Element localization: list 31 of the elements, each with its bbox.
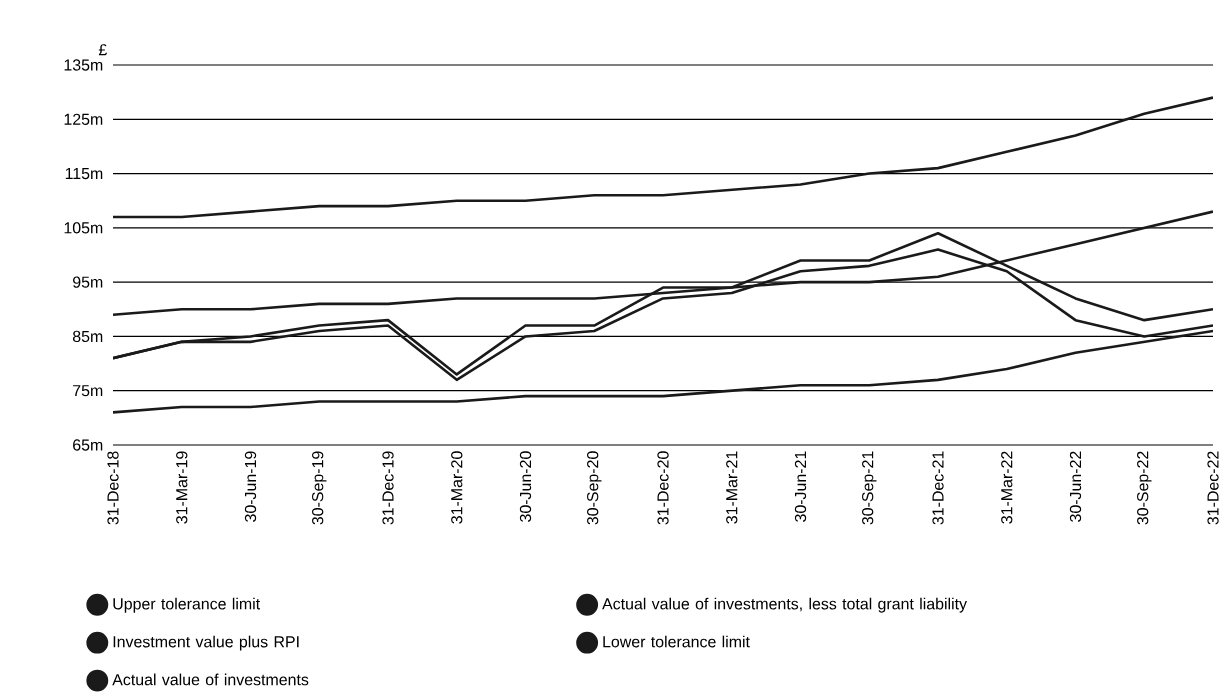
y-tick-label: 65m [73, 439, 103, 451]
legend-label: Actual value of investments [112, 673, 309, 686]
y-tick-label: 105m [64, 222, 103, 234]
x-tick-label: 30-Sep-22 [1137, 451, 1152, 525]
x-tick-label: 30-Sep-21 [862, 451, 877, 525]
x-tick-label: 31-Mar-19 [176, 451, 188, 524]
y-tick-label: 85m [72, 331, 103, 343]
y-tick-label: 125m [64, 113, 103, 126]
x-tick-label: 30-Jun-20 [519, 451, 532, 523]
y-axis-title: £ [98, 44, 108, 56]
legend-label: Upper tolerance limit [113, 598, 261, 613]
x-tick-label: 30-Sep-19 [312, 451, 327, 525]
x-tick-label: 31-Dec-18 [107, 451, 119, 525]
y-tick-label: 135m [64, 59, 103, 71]
legend-label: Lower tolerance limit [603, 635, 750, 648]
y-tick-label: 95m [73, 276, 103, 289]
x-tick-label: 31-Mar-20 [451, 451, 463, 524]
y-tick-label: 75m [73, 385, 103, 397]
x-tick-label: 31-Dec-22 [1207, 451, 1219, 525]
x-tick-label: 30-Jun-22 [1069, 451, 1082, 523]
x-tick-label: 30-Jun-21 [794, 451, 807, 523]
x-tick-label: 31-Dec-21 [932, 451, 944, 525]
x-tick-label: 31-Dec-20 [657, 451, 669, 525]
y-tick-label: 115m [65, 168, 103, 180]
x-tick-label: 31-Mar-22 [1001, 451, 1013, 524]
x-tick-label: 31-Mar-21 [726, 451, 738, 524]
x-tick-label: 30-Jun-19 [244, 451, 257, 523]
x-tick-label: 31-Dec-19 [382, 451, 394, 525]
x-tick-label: 30-Sep-20 [587, 451, 602, 525]
legend-label: Investment value plus RPI [113, 635, 299, 651]
legend-label: Actual value of investments, less total grant liability [602, 598, 967, 613]
